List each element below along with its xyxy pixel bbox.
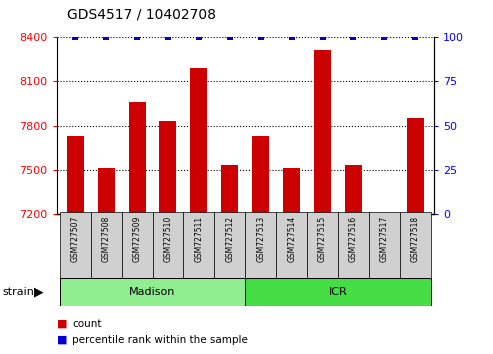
Bar bbox=[338, 212, 369, 278]
Bar bbox=[67, 136, 84, 214]
Text: percentile rank within the sample: percentile rank within the sample bbox=[72, 335, 248, 345]
Point bbox=[133, 34, 141, 40]
Text: ■: ■ bbox=[57, 335, 67, 345]
Point bbox=[226, 34, 234, 40]
Point bbox=[164, 34, 172, 40]
Bar bbox=[129, 102, 145, 214]
Bar bbox=[60, 278, 246, 306]
Text: GDS4517 / 10402708: GDS4517 / 10402708 bbox=[67, 7, 215, 21]
Text: GSM727511: GSM727511 bbox=[194, 216, 204, 262]
Text: GSM727508: GSM727508 bbox=[102, 216, 110, 262]
Bar bbox=[314, 50, 331, 214]
Text: strain: strain bbox=[2, 287, 35, 297]
Point bbox=[381, 34, 388, 40]
Bar bbox=[276, 212, 307, 278]
Bar bbox=[307, 212, 338, 278]
Text: GSM727516: GSM727516 bbox=[349, 216, 358, 262]
Point bbox=[71, 34, 79, 40]
Point bbox=[102, 34, 110, 40]
Point bbox=[411, 34, 419, 40]
Point bbox=[288, 34, 296, 40]
Bar bbox=[159, 121, 176, 214]
Bar bbox=[221, 165, 238, 214]
Point bbox=[257, 34, 265, 40]
Bar bbox=[183, 212, 214, 278]
Bar bbox=[407, 118, 424, 214]
Bar bbox=[245, 212, 276, 278]
Text: ■: ■ bbox=[57, 319, 67, 329]
Text: GSM727507: GSM727507 bbox=[70, 216, 80, 262]
Text: ICR: ICR bbox=[329, 287, 348, 297]
Bar bbox=[252, 136, 269, 214]
Bar bbox=[369, 212, 400, 278]
Text: GSM727510: GSM727510 bbox=[164, 216, 173, 262]
Bar bbox=[152, 212, 183, 278]
Text: GSM727515: GSM727515 bbox=[318, 216, 327, 262]
Bar bbox=[190, 68, 208, 214]
Point bbox=[350, 34, 357, 40]
Bar bbox=[122, 212, 152, 278]
Text: ▶: ▶ bbox=[34, 286, 43, 298]
Bar bbox=[345, 165, 362, 214]
Bar bbox=[91, 212, 122, 278]
Text: GSM727517: GSM727517 bbox=[380, 216, 389, 262]
Text: GSM727512: GSM727512 bbox=[225, 216, 234, 262]
Bar bbox=[400, 212, 431, 278]
Text: count: count bbox=[72, 319, 102, 329]
Bar bbox=[245, 278, 431, 306]
Text: GSM727509: GSM727509 bbox=[133, 216, 141, 262]
Bar bbox=[60, 212, 91, 278]
Text: GSM727514: GSM727514 bbox=[287, 216, 296, 262]
Bar bbox=[283, 169, 300, 214]
Text: GSM727513: GSM727513 bbox=[256, 216, 265, 262]
Bar bbox=[376, 213, 393, 214]
Point bbox=[318, 34, 326, 40]
Bar bbox=[214, 212, 245, 278]
Text: GSM727518: GSM727518 bbox=[411, 216, 420, 262]
Bar bbox=[98, 169, 115, 214]
Point bbox=[195, 34, 203, 40]
Text: Madison: Madison bbox=[129, 287, 176, 297]
